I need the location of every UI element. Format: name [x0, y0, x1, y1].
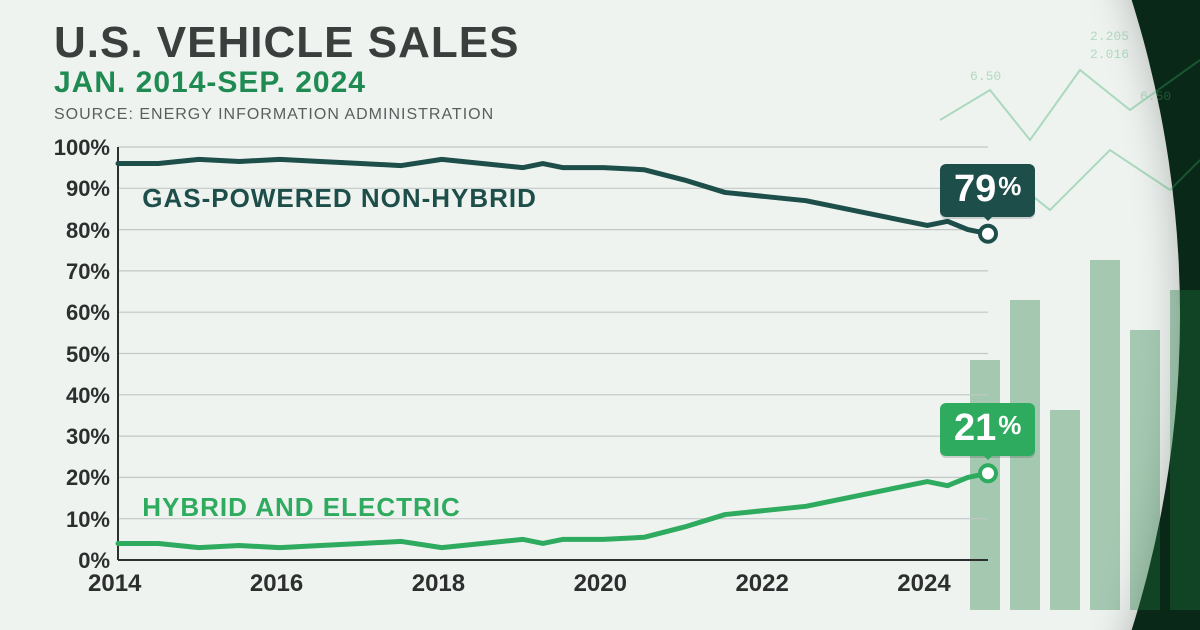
stage: 2.2052.016 6.506.50 U.S. VEHICLE SALES J… — [0, 0, 1200, 630]
series-label-gas: GAS-POWERED NON-HYBRID — [142, 183, 537, 214]
y-axis-label: 30% — [66, 424, 110, 450]
x-axis-label: 2016 — [250, 570, 303, 598]
x-axis-label: 2018 — [412, 570, 465, 598]
y-axis-label: 40% — [66, 383, 110, 409]
y-axis-label: 10% — [66, 507, 110, 533]
x-axis-label: 2020 — [574, 570, 627, 598]
percent-symbol: % — [998, 171, 1021, 201]
chart-subtitle: JAN. 2014-SEP. 2024 — [54, 66, 519, 100]
y-axis-label: 100% — [54, 135, 110, 161]
x-axis-label: 2022 — [735, 570, 788, 598]
y-axis-label: 90% — [66, 176, 110, 202]
series-label-ev: HYBRID AND ELECTRIC — [142, 492, 460, 523]
chart-source: SOURCE: ENERGY INFORMATION ADMINISTRATIO… — [54, 106, 519, 124]
callout-ev: 21% — [940, 403, 1035, 456]
y-axis-label: 20% — [66, 465, 110, 491]
y-axis-label: 60% — [66, 300, 110, 326]
callout-gas: 79% — [940, 164, 1035, 217]
header-block: U.S. VEHICLE SALES JAN. 2014-SEP. 2024 S… — [54, 18, 519, 124]
y-axis-label: 70% — [66, 259, 110, 285]
callout-ev-value: 21 — [954, 407, 996, 449]
callout-gas-value: 79 — [954, 168, 996, 210]
y-axis-label: 80% — [66, 218, 110, 244]
chart-title: U.S. VEHICLE SALES — [54, 18, 519, 68]
percent-symbol: % — [998, 410, 1021, 440]
x-axis-label: 2014 — [88, 570, 141, 598]
y-axis-label: 50% — [66, 342, 110, 368]
x-axis-label: 2024 — [897, 570, 950, 598]
